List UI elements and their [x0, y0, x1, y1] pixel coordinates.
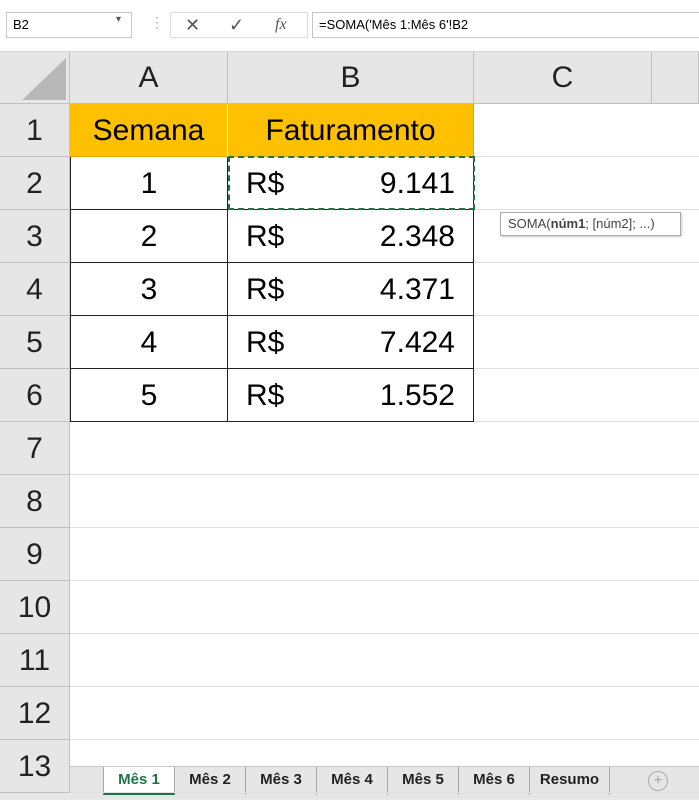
- sheet-tab[interactable]: Mês 6: [459, 767, 530, 795]
- currency-symbol: R$: [246, 220, 285, 253]
- formula-input[interactable]: =SOMA('Mês 1:Mês 6'!B2: [312, 12, 699, 38]
- row-header[interactable]: 2: [0, 157, 70, 210]
- column-header[interactable]: A: [70, 52, 228, 104]
- formula-buttons: ✕ ✓ fx: [170, 12, 308, 38]
- tooltip-rest: ; [núm2]; ...): [585, 216, 655, 231]
- currency-symbol: R$: [246, 326, 285, 359]
- gridline: [70, 527, 699, 528]
- row-header[interactable]: 11: [0, 634, 70, 687]
- row-header[interactable]: 3: [0, 210, 70, 263]
- header-cell: Faturamento: [228, 104, 474, 157]
- amount: 7.424: [379, 326, 455, 359]
- currency-symbol: R$: [246, 167, 285, 200]
- sheet-tab[interactable]: Mês 5: [388, 767, 459, 795]
- name-box-dropdown[interactable]: ▾: [116, 14, 122, 25]
- cancel-button[interactable]: ✕: [185, 15, 201, 35]
- header-cell: Semana: [70, 104, 228, 157]
- row-header[interactable]: 6: [0, 369, 70, 422]
- gridline: [70, 580, 699, 581]
- gridline: [70, 792, 699, 793]
- sheet-tab[interactable]: Mês 1: [103, 767, 175, 795]
- row-header[interactable]: 9: [0, 528, 70, 581]
- cell[interactable]: 2: [70, 210, 228, 263]
- row-header[interactable]: 10: [0, 581, 70, 634]
- tooltip-function: SOMA(: [508, 216, 551, 231]
- amount: 4.371: [379, 273, 455, 306]
- currency-symbol: R$: [246, 379, 285, 412]
- enter-button[interactable]: ✓: [229, 15, 245, 35]
- name-box[interactable]: B2: [6, 12, 132, 38]
- row-header[interactable]: 8: [0, 475, 70, 528]
- currency-symbol: R$: [246, 273, 285, 306]
- select-all[interactable]: [0, 52, 70, 104]
- row-header[interactable]: 4: [0, 263, 70, 316]
- sheet-tab[interactable]: Resumo: [530, 767, 610, 795]
- select-all-triangle: [22, 58, 66, 100]
- cell[interactable]: 3: [70, 263, 228, 316]
- column-header[interactable]: C: [474, 52, 652, 104]
- sheet-tab[interactable]: Mês 4: [317, 767, 388, 795]
- cell[interactable]: R$ 2.348: [228, 210, 474, 263]
- cell[interactable]: R$ 7.424: [228, 316, 474, 369]
- gridline: [70, 739, 699, 740]
- row-header[interactable]: 5: [0, 316, 70, 369]
- insert-function-button[interactable]: fx: [275, 16, 287, 33]
- column-header[interactable]: B: [228, 52, 474, 104]
- sheet-tab[interactable]: Mês 3: [246, 767, 317, 795]
- cell[interactable]: 1: [70, 157, 228, 210]
- cell[interactable]: R$ 4.371: [228, 263, 474, 316]
- row-header[interactable]: 1: [0, 104, 70, 157]
- cell[interactable]: 5: [70, 369, 228, 422]
- separator: ⋮: [150, 14, 164, 30]
- gridline: [70, 474, 699, 475]
- copy-selection: [228, 156, 475, 210]
- gridline: [70, 633, 699, 634]
- sheet-tab[interactable]: Mês 2: [175, 767, 246, 795]
- amount: 9.141: [379, 167, 455, 200]
- column-header[interactable]: [652, 52, 699, 104]
- row-header[interactable]: 12: [0, 687, 70, 740]
- row-header[interactable]: 13: [0, 740, 70, 793]
- row-header[interactable]: 7: [0, 422, 70, 475]
- amount: 2.348: [379, 220, 455, 253]
- gridline: [70, 686, 699, 687]
- amount: 1.552: [379, 379, 455, 412]
- new-sheet-button[interactable]: +: [648, 771, 668, 791]
- formula-bar: B2 ▾ ⋮ ✕ ✓ fx =SOMA('Mês 1:Mês 6'!B2: [0, 0, 699, 52]
- cell[interactable]: 4: [70, 316, 228, 369]
- tooltip-current-arg: núm1: [550, 216, 586, 231]
- cell[interactable]: R$ 1.552: [228, 369, 474, 422]
- function-tooltip: SOMA(núm1; [núm2]; ...): [500, 212, 681, 236]
